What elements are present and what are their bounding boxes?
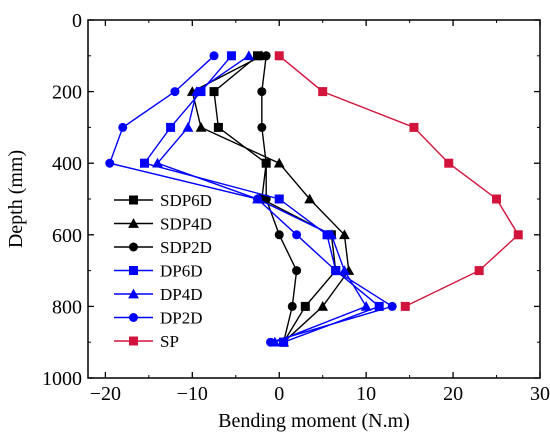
data-point-sp: [513, 230, 523, 240]
legend-label-sp: SP: [160, 332, 179, 351]
legend-label-dp6d: DP6D: [160, 262, 203, 281]
data-point-sdp2d: [257, 122, 267, 132]
data-point-dp4d: [182, 122, 194, 132]
data-point-sdp6d: [253, 51, 262, 61]
data-point-sdp6d: [300, 301, 310, 311]
data-point-dp2d: [170, 87, 180, 97]
data-point-dp4d: [191, 86, 203, 96]
y-axis-title: Depth (mm): [5, 150, 27, 248]
legend-label-sdp4d: SDP4D: [160, 215, 212, 234]
x-tick-label: 10: [356, 383, 376, 405]
data-point-sp: [444, 158, 454, 168]
data-point-dp6d: [374, 301, 384, 311]
data-point-dp2d: [209, 51, 219, 61]
data-point-sdp2d: [261, 51, 271, 61]
legend-marker-sdp6d: [129, 195, 138, 205]
data-point-dp4d: [360, 301, 372, 311]
data-point-sdp4d: [273, 157, 285, 168]
data-point-sdp4d: [195, 122, 207, 132]
series-sdp4d: [186, 50, 355, 347]
data-point-dp2d: [253, 194, 262, 204]
legend-label-sdp6d: SDP6D: [160, 191, 212, 210]
y-tick-label: 0: [72, 10, 82, 32]
data-point-dp2d: [118, 122, 128, 132]
data-point-dp4d: [243, 50, 255, 61]
data-point-sdp4d: [339, 229, 350, 240]
data-point-dp6d: [274, 194, 284, 204]
legend-marker-sp: [129, 336, 138, 346]
axes: −20 −10 0 10 20 30 0 200 400 600 800 1000: [42, 10, 550, 405]
data-point-dp6d: [166, 122, 176, 132]
data-point-sp: [400, 301, 410, 311]
data-point-sp: [492, 194, 502, 204]
x-tick-label: −20: [90, 383, 121, 405]
data-point-dp2d: [387, 301, 397, 311]
data-point-sdp4d: [317, 301, 329, 311]
series-line-dp2d: [108, 55, 394, 343]
data-point-sdp4d: [304, 193, 316, 204]
data-point-dp4d: [152, 157, 163, 168]
data-point-dp6d: [226, 51, 236, 61]
data-point-sdp2d: [274, 230, 284, 240]
data-point-sp: [409, 122, 419, 132]
x-tick-label: −10: [177, 383, 208, 405]
legend: SDP6D SDP4D SDP2D DP6D DP4D DP2D SP: [114, 191, 212, 351]
data-point-dp6d: [322, 230, 332, 240]
y-tick-label: 800: [52, 296, 82, 318]
y-tick-label: 600: [52, 225, 82, 247]
x-axis-title: Bending moment (N.m): [218, 410, 410, 432]
x-tick-label: 30: [530, 383, 550, 405]
data-point-dp4d: [339, 265, 350, 275]
legend-marker-dp6d: [129, 266, 138, 275]
series-dp2d: [105, 51, 397, 347]
legend-label-dp2d: DP2D: [160, 309, 203, 328]
series-sp: [274, 51, 523, 311]
data-point-sdp2d: [257, 87, 267, 97]
legend-marker-sdp4d: [128, 218, 139, 228]
series-line-sp: [278, 55, 520, 308]
legend-marker-dp2d: [129, 313, 138, 322]
data-point-dp2d: [292, 230, 302, 240]
data-point-dp2d: [105, 158, 115, 168]
legend-label-sdp2d: SDP2D: [160, 238, 212, 257]
legend-marker-dp4d: [128, 288, 139, 299]
data-point-sdp6d: [213, 122, 223, 132]
data-point-sp: [274, 51, 284, 61]
data-point-dp2d: [266, 337, 276, 347]
data-point-sp: [474, 266, 484, 276]
legend-label-dp4d: DP4D: [160, 285, 203, 304]
data-point-sdp6d: [209, 87, 219, 97]
x-tick-label: 0: [274, 383, 284, 405]
data-point-sp: [318, 87, 328, 97]
data-point-dp4d: [325, 229, 337, 240]
data-point-dp2d: [331, 266, 341, 276]
x-tick-label: 20: [443, 383, 463, 405]
data-point-dp6d: [140, 158, 149, 168]
data-point-sdp2d: [261, 158, 271, 168]
data-point-dp6d: [279, 337, 289, 347]
data-point-dp6d: [196, 87, 206, 97]
y-tick-label: 1000: [42, 368, 82, 390]
y-tick-label: 400: [52, 153, 82, 175]
y-tick-label: 200: [52, 82, 82, 104]
legend-marker-sdp2d: [129, 242, 138, 252]
series-layer: [105, 50, 523, 347]
plot-frame: [87, 19, 541, 379]
data-point-sdp2d: [292, 266, 302, 276]
data-point-sdp2d: [287, 301, 297, 311]
